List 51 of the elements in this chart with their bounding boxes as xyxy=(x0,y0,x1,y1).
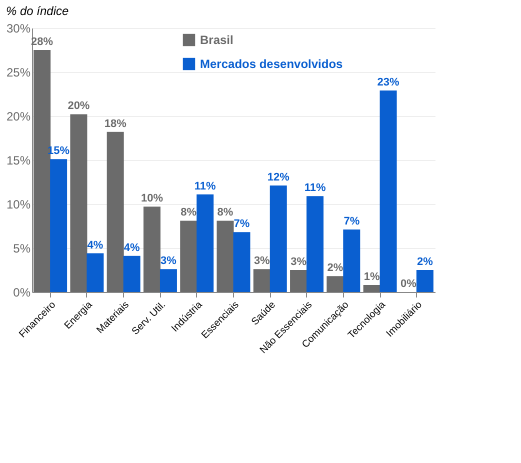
data-label: 11% xyxy=(194,180,216,192)
bar xyxy=(180,220,198,292)
data-label: 3% xyxy=(290,256,307,268)
bar xyxy=(416,270,434,292)
bar xyxy=(306,196,324,292)
x-tick-label: Serv. Util. xyxy=(130,300,168,338)
data-label: 7% xyxy=(344,216,360,228)
y-tick-label: 10% xyxy=(6,198,31,212)
bar xyxy=(143,206,160,292)
bar xyxy=(70,114,88,292)
data-label: 23% xyxy=(377,76,400,88)
data-label: 20% xyxy=(68,100,90,112)
y-tick-label: 20% xyxy=(6,110,31,124)
bar xyxy=(326,276,344,292)
legend-label: Mercados desenvolvidos xyxy=(200,57,344,71)
data-label: 7% xyxy=(234,218,250,230)
y-tick-label: 25% xyxy=(6,66,31,80)
data-label: 3% xyxy=(254,255,270,268)
bar xyxy=(380,90,397,292)
data-label: 11% xyxy=(304,182,326,194)
data-label: 8% xyxy=(217,206,234,219)
bar xyxy=(233,232,250,292)
data-label: 2% xyxy=(416,256,434,268)
bar xyxy=(160,269,177,292)
data-label: 10% xyxy=(140,192,164,205)
bar xyxy=(123,256,140,292)
data-label: 4% xyxy=(87,239,104,252)
bar xyxy=(216,220,234,292)
bar xyxy=(253,269,270,292)
bar xyxy=(363,284,380,292)
y-tick-label: 15% xyxy=(6,154,31,168)
bar xyxy=(343,230,360,292)
chart-title: % do índice xyxy=(6,4,70,18)
bar xyxy=(50,159,68,292)
data-label: 8% xyxy=(180,206,197,219)
bar xyxy=(106,132,124,292)
bar xyxy=(196,194,214,292)
data-label: 2% xyxy=(327,262,344,274)
bar xyxy=(270,186,287,292)
data-label: 18% xyxy=(104,118,127,130)
bar xyxy=(290,270,308,292)
data-label: 12% xyxy=(267,172,290,184)
data-label: 3% xyxy=(160,255,177,268)
bar xyxy=(86,253,104,292)
y-tick-label: 0% xyxy=(13,286,31,300)
legend-label: Brasil xyxy=(200,33,234,47)
data-label: 0% xyxy=(400,278,417,290)
data-label: 4% xyxy=(124,242,140,254)
y-tick-label: 30% xyxy=(6,22,31,36)
data-label: 1% xyxy=(364,270,380,283)
y-tick-label: 5% xyxy=(13,242,31,256)
